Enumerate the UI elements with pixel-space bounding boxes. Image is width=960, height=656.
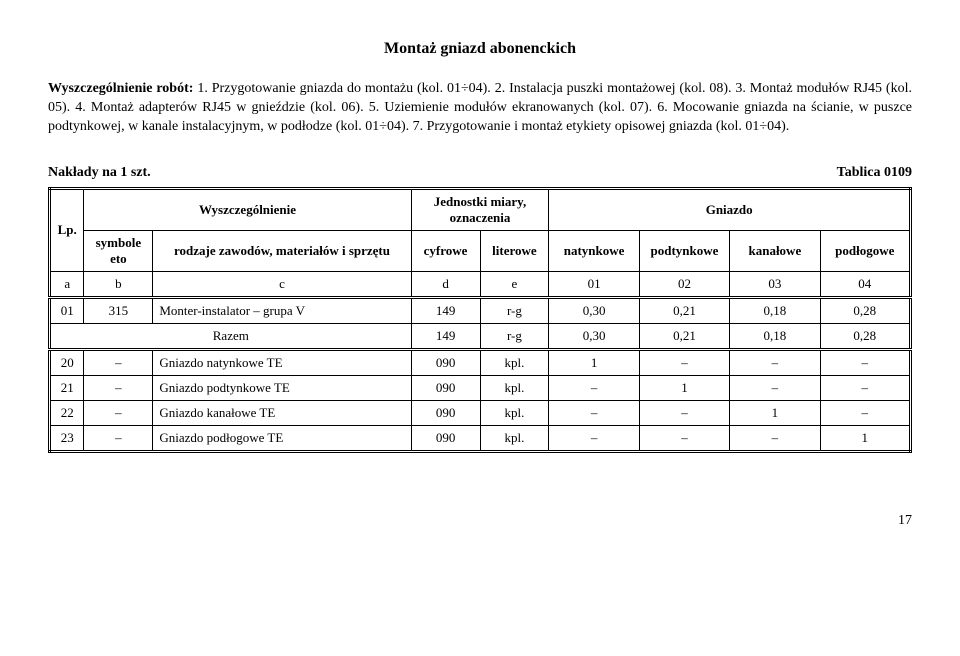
col-wysz: Wyszczególnienie xyxy=(84,188,411,230)
cell: 04 xyxy=(820,271,910,297)
tablica-label: Tablica 0109 xyxy=(837,165,912,181)
table-row: 22 – Gniazdo kanałowe TE 090 kpl. – – 1 … xyxy=(50,400,911,425)
description: Wyszczególnienie robót: 1. Przygotowanie… xyxy=(48,80,912,137)
cell: – xyxy=(730,349,820,375)
table-header-row: Lp. Wyszczególnienie Jednostki miary, oz… xyxy=(50,188,911,230)
cell: 20 xyxy=(50,349,84,375)
cell: d xyxy=(411,271,480,297)
col-podlogowe: podłogowe xyxy=(820,230,910,271)
cell: b xyxy=(84,271,153,297)
cell: 0,30 xyxy=(549,297,639,323)
cell: – xyxy=(84,425,153,451)
cell: kpl. xyxy=(480,375,549,400)
col-gniazdo: Gniazdo xyxy=(549,188,911,230)
col-natynkowe: natynkowe xyxy=(549,230,639,271)
cell: 0,28 xyxy=(820,297,910,323)
cell: – xyxy=(639,349,729,375)
cell: 02 xyxy=(639,271,729,297)
cell: – xyxy=(84,375,153,400)
cell: 090 xyxy=(411,425,480,451)
cell: – xyxy=(549,400,639,425)
cell: – xyxy=(84,400,153,425)
cell: a xyxy=(50,271,84,297)
cell: – xyxy=(730,425,820,451)
page-number: 17 xyxy=(48,513,912,529)
cell: r-g xyxy=(480,297,549,323)
cell: kpl. xyxy=(480,349,549,375)
cell: – xyxy=(549,375,639,400)
cell: 1 xyxy=(730,400,820,425)
cell: Gniazdo podtynkowe TE xyxy=(153,375,411,400)
table-row: 20 – Gniazdo natynkowe TE 090 kpl. 1 – –… xyxy=(50,349,911,375)
cell: 21 xyxy=(50,375,84,400)
cell: 090 xyxy=(411,400,480,425)
cell: 090 xyxy=(411,349,480,375)
cell: – xyxy=(549,425,639,451)
cell: 090 xyxy=(411,375,480,400)
cell: 149 xyxy=(411,323,480,349)
cell: kpl. xyxy=(480,425,549,451)
cell: Gniazdo kanałowe TE xyxy=(153,400,411,425)
cell: 0,18 xyxy=(730,297,820,323)
col-cyfrowe: cyfrowe xyxy=(411,230,480,271)
cell: 0,21 xyxy=(639,323,729,349)
cell: – xyxy=(820,375,910,400)
cell: – xyxy=(639,400,729,425)
cell: – xyxy=(820,349,910,375)
cell: Gniazdo natynkowe TE xyxy=(153,349,411,375)
cell: – xyxy=(730,375,820,400)
cell: 1 xyxy=(549,349,639,375)
cell: 23 xyxy=(50,425,84,451)
table-row-razem: Razem 149 r-g 0,30 0,21 0,18 0,28 xyxy=(50,323,911,349)
cell: 0,28 xyxy=(820,323,910,349)
table-header-row: symbole eto rodzaje zawodów, materiałów … xyxy=(50,230,911,271)
col-jedn: Jednostki miary, oznaczenia xyxy=(411,188,549,230)
cell: e xyxy=(480,271,549,297)
cell: c xyxy=(153,271,411,297)
cell: 0,30 xyxy=(549,323,639,349)
cell: – xyxy=(639,425,729,451)
cell: 315 xyxy=(84,297,153,323)
cell: Monter-instalator – grupa V xyxy=(153,297,411,323)
naklady-row: Nakłady na 1 szt. Tablica 0109 xyxy=(48,165,912,181)
cell: 03 xyxy=(730,271,820,297)
cell: 01 xyxy=(50,297,84,323)
cell: 0,18 xyxy=(730,323,820,349)
cell: 149 xyxy=(411,297,480,323)
page-title: Montaż gniazd abonenckich xyxy=(48,40,912,58)
table-row: 21 – Gniazdo podtynkowe TE 090 kpl. – 1 … xyxy=(50,375,911,400)
main-table: Lp. Wyszczególnienie Jednostki miary, oz… xyxy=(48,187,912,453)
col-lp: Lp. xyxy=(50,188,84,271)
col-symbole: symbole eto xyxy=(84,230,153,271)
col-rodzaje: rodzaje zawodów, materiałów i sprzętu xyxy=(153,230,411,271)
col-podtynkowe: podtynkowe xyxy=(639,230,729,271)
table-row: 01 315 Monter-instalator – grupa V 149 r… xyxy=(50,297,911,323)
col-literowe: literowe xyxy=(480,230,549,271)
cell: 1 xyxy=(820,425,910,451)
cell: 22 xyxy=(50,400,84,425)
cell: – xyxy=(84,349,153,375)
cell: Razem xyxy=(50,323,412,349)
cell: 0,21 xyxy=(639,297,729,323)
cell: r-g xyxy=(480,323,549,349)
table-letter-row: a b c d e 01 02 03 04 xyxy=(50,271,911,297)
cell: 1 xyxy=(639,375,729,400)
cell: – xyxy=(820,400,910,425)
table-row: 23 – Gniazdo podłogowe TE 090 kpl. – – –… xyxy=(50,425,911,451)
cell: 01 xyxy=(549,271,639,297)
desc-label: Wyszczególnienie robót: xyxy=(48,81,193,96)
naklady-label: Nakłady na 1 szt. xyxy=(48,165,151,181)
cell: kpl. xyxy=(480,400,549,425)
cell: Gniazdo podłogowe TE xyxy=(153,425,411,451)
col-kanalowe: kanałowe xyxy=(730,230,820,271)
